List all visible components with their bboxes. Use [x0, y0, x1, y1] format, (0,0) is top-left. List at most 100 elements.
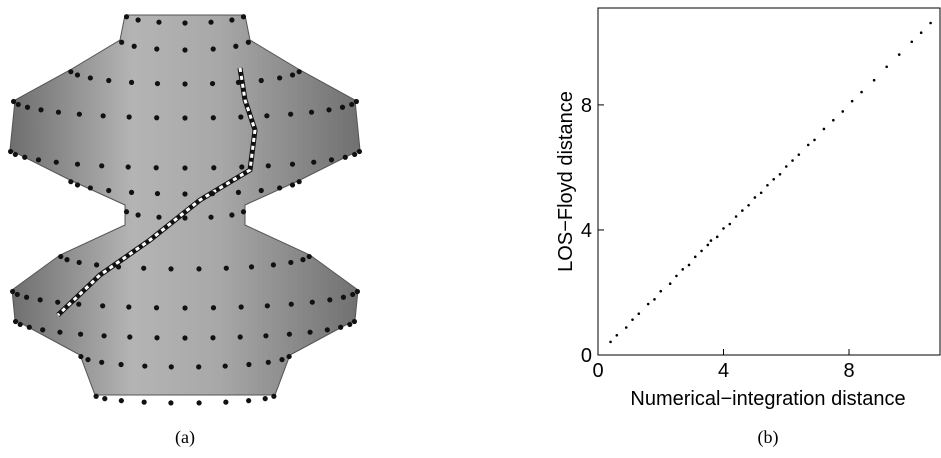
mesh-vertex [182, 191, 187, 196]
mesh-vertex [16, 102, 21, 107]
mesh-vertex [236, 190, 241, 195]
mesh-vertex [196, 400, 201, 405]
mesh-vertex [182, 47, 187, 52]
mesh-vertex [326, 107, 331, 112]
point [653, 298, 656, 301]
point [898, 53, 901, 56]
mesh-vertex [155, 81, 160, 86]
mesh-vertex [94, 262, 99, 267]
mesh-vertex [88, 75, 93, 80]
mesh-vertex [349, 102, 354, 107]
mesh-vertex [13, 319, 18, 324]
mesh-vertex [246, 40, 251, 45]
mesh-vertex [238, 114, 243, 119]
mesh-vertex [15, 292, 20, 297]
mesh-vertex [126, 164, 131, 169]
mesh-vertex [99, 163, 104, 168]
mesh-vertex [233, 44, 238, 49]
mesh-vertex [208, 20, 213, 25]
point [823, 128, 826, 131]
point [766, 184, 769, 187]
y-tick-label: 4 [581, 220, 592, 242]
mesh-vertex [354, 99, 359, 104]
mesh-vertex [223, 400, 228, 405]
mesh-vertex [142, 400, 147, 405]
mesh-vertex [135, 212, 140, 217]
mesh-vertex [309, 110, 314, 115]
mesh-vertex [36, 157, 41, 162]
point [798, 153, 801, 156]
mesh-vertex [155, 191, 160, 196]
point [860, 91, 863, 94]
point [929, 22, 932, 25]
mesh-vertex [10, 289, 15, 294]
point [710, 239, 713, 242]
caption: (a) [175, 427, 195, 448]
mesh-vertex [271, 394, 276, 399]
mesh-vertex [352, 319, 357, 324]
mesh-vertex [182, 335, 187, 340]
caption: (b) [758, 427, 779, 448]
mesh-vertex [54, 160, 59, 165]
point [813, 139, 816, 142]
mesh-vertex [211, 165, 216, 170]
mesh-vertex [210, 191, 215, 196]
mesh-vertex [99, 360, 104, 365]
mesh-vertex [13, 152, 18, 157]
mesh-vertex [135, 17, 140, 22]
mesh-vertex [182, 165, 187, 170]
mesh-vertex [154, 165, 159, 170]
point [694, 256, 697, 259]
mesh-vertex [75, 72, 80, 77]
mesh-vertex [76, 302, 81, 307]
mesh-vertex [106, 188, 111, 193]
mesh-vertex [266, 163, 271, 168]
mesh-vertex [127, 334, 132, 339]
mesh-vertex [129, 80, 134, 85]
mesh-vertex [126, 304, 131, 309]
mesh-vertex [239, 304, 244, 309]
mesh-vertex [38, 107, 43, 112]
point [625, 326, 628, 329]
point [637, 312, 640, 315]
mesh-vertex [246, 362, 251, 367]
mesh-vertex [211, 46, 216, 51]
mesh-vertex [154, 335, 159, 340]
point [841, 110, 844, 113]
point [728, 223, 731, 226]
mesh-vertex [300, 257, 305, 262]
mesh-vertex [311, 160, 316, 165]
point [616, 334, 619, 337]
mesh-vertex [102, 396, 107, 401]
mesh-vertex [8, 149, 13, 154]
mesh-vertex [327, 297, 332, 302]
mesh-vertex [182, 20, 187, 25]
point [647, 303, 650, 306]
mesh-vertex [229, 17, 234, 22]
mesh-vertex [277, 75, 282, 80]
mesh-vertex [38, 297, 43, 302]
y-tick-label: 0 [581, 345, 592, 367]
mesh-vertex [290, 72, 295, 77]
mesh-vertex [11, 99, 16, 104]
mesh-vertex [263, 396, 268, 401]
mesh-vertex [124, 14, 129, 19]
mesh-vertex [357, 149, 362, 154]
mesh-vertex [241, 14, 246, 19]
mesh-vertex [287, 332, 292, 337]
mesh-vertex [350, 292, 355, 297]
point [707, 244, 710, 247]
mesh-vertex [249, 264, 254, 269]
point [700, 250, 703, 253]
mesh-vertex [343, 155, 348, 160]
mesh-vertex [68, 69, 73, 74]
mesh-vertex [338, 325, 343, 330]
point [609, 341, 612, 344]
x-tick-label: 8 [843, 360, 854, 382]
point [772, 178, 775, 181]
mesh-vertex [307, 330, 312, 335]
mesh-vertex [75, 162, 80, 167]
mesh-vertex [266, 360, 271, 365]
mesh-vertex [77, 260, 82, 265]
mesh-vertex [325, 327, 330, 332]
